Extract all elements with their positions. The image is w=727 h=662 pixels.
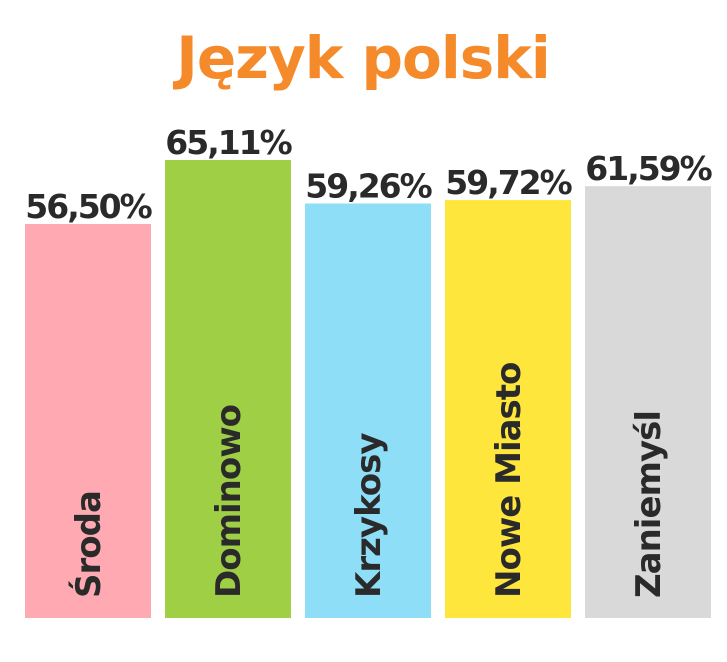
chart-title: Język polski [172,24,549,92]
bar-1 [25,224,151,618]
bars-layer: 56,50% Środa 65,11% Dominowo 59,26% Krzykosy 5… [25,123,715,618]
value-label-3: 59,26% [305,166,432,205]
bar-4 [445,200,571,618]
bar-5 [585,186,711,618]
value-label-2: 65,11% [165,123,292,162]
category-label-1: Środa [68,491,109,598]
bar-2 [165,160,291,618]
value-label-1: 56,50% [25,187,152,226]
category-label-4: Nowe Miasto [489,363,529,598]
bar-3 [305,203,431,618]
category-label-3: Krzykosy [349,433,389,598]
value-label-5: 61,59% [585,149,712,188]
category-label-2: Dominowo [209,405,249,598]
category-label-5: Zaniemyśl [629,411,669,598]
value-label-4: 59,72% [445,163,572,202]
